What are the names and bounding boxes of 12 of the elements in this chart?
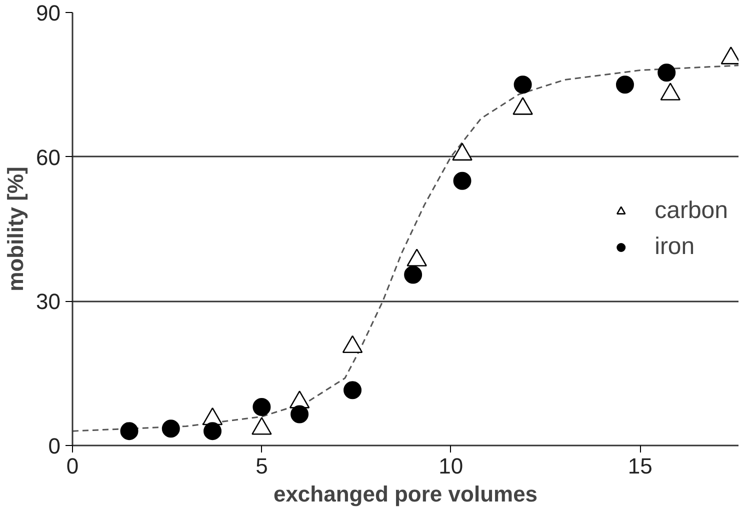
legend-label: carbon — [654, 196, 728, 224]
legend-label: iron — [654, 232, 695, 260]
y-tick-label: 90 — [36, 0, 61, 26]
y-tick-label: 60 — [36, 144, 61, 170]
x-tick-label: 15 — [628, 454, 652, 478]
x-tick-label: 10 — [438, 454, 464, 478]
x-axis-title: exchanged pore volumes — [273, 482, 538, 506]
x-tick-label: 5 — [256, 454, 268, 478]
y-tick-label: 0 — [48, 434, 61, 458]
y-axis-title: mobility [%] — [3, 166, 28, 292]
y-tick-label: 30 — [36, 289, 61, 314]
x-tick-label: 0 — [66, 454, 79, 478]
